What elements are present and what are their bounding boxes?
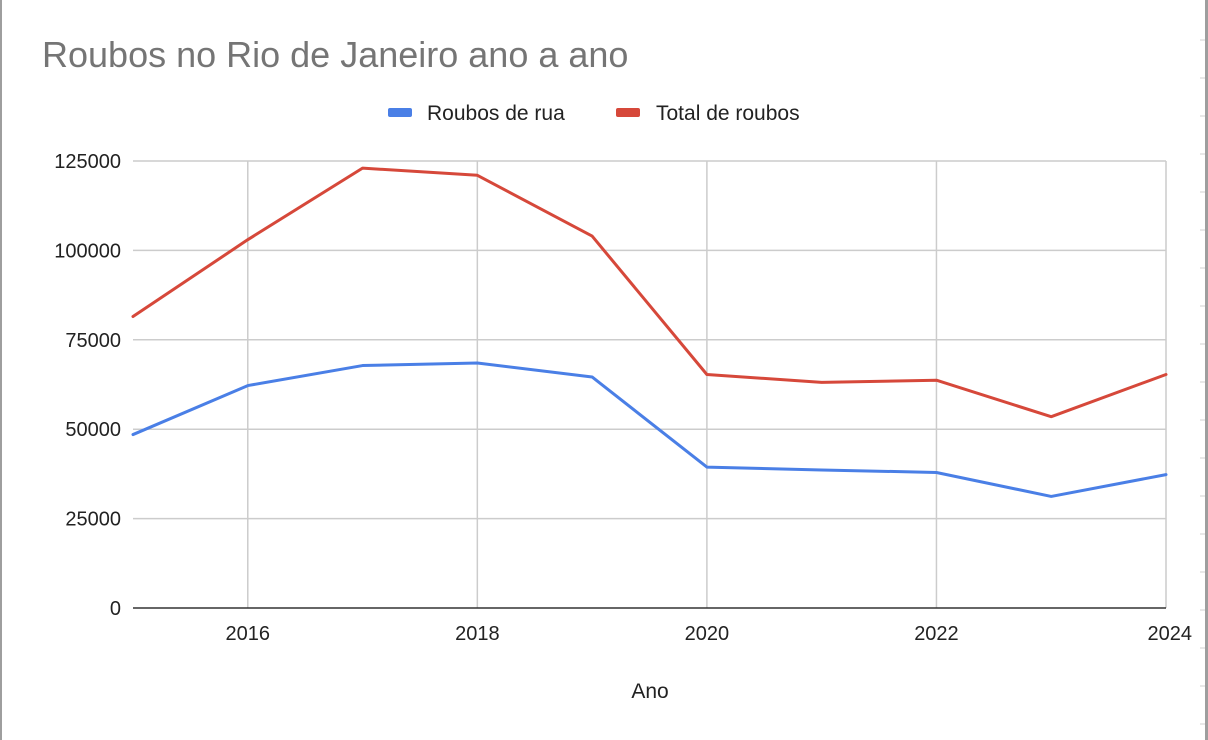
x-tick-label: 2018 (455, 623, 500, 645)
y-tick-label: 50000 (65, 419, 121, 441)
x-tick-labels: 2016 2018 2020 2022 2024 (226, 623, 1192, 645)
legend-swatch (388, 108, 412, 117)
chart-title: Roubos no Rio de Janeiro ano a ano (42, 34, 629, 75)
legend-label: Total de roubos (656, 102, 800, 125)
y-tick-label: 0 (110, 598, 121, 620)
x-tick-label: 2020 (685, 623, 730, 645)
x-tick-label: 2016 (226, 623, 271, 645)
legend-label: Roubos de rua (427, 102, 565, 125)
axes (133, 39, 1205, 725)
gridlines (133, 160, 1167, 608)
y-tick-label: 125000 (54, 151, 121, 173)
series-line-total-de-roubos (131, 166, 1168, 419)
legend: Roubos de rua Total de roubos (388, 102, 800, 125)
y-tick-label: 75000 (65, 330, 121, 352)
legend-swatch (616, 108, 640, 117)
y-tick-labels: 0 25000 50000 75000 100000 125000 (54, 151, 121, 620)
y-tick-label: 100000 (54, 240, 121, 262)
series-lines (131, 166, 1168, 498)
x-tick-label: 2024 (1148, 623, 1193, 645)
series-line-roubos-de-rua (131, 361, 1168, 498)
x-axis-title: Ano (631, 680, 668, 703)
y-tick-label: 25000 (65, 509, 121, 531)
x-tick-label: 2022 (914, 623, 959, 645)
